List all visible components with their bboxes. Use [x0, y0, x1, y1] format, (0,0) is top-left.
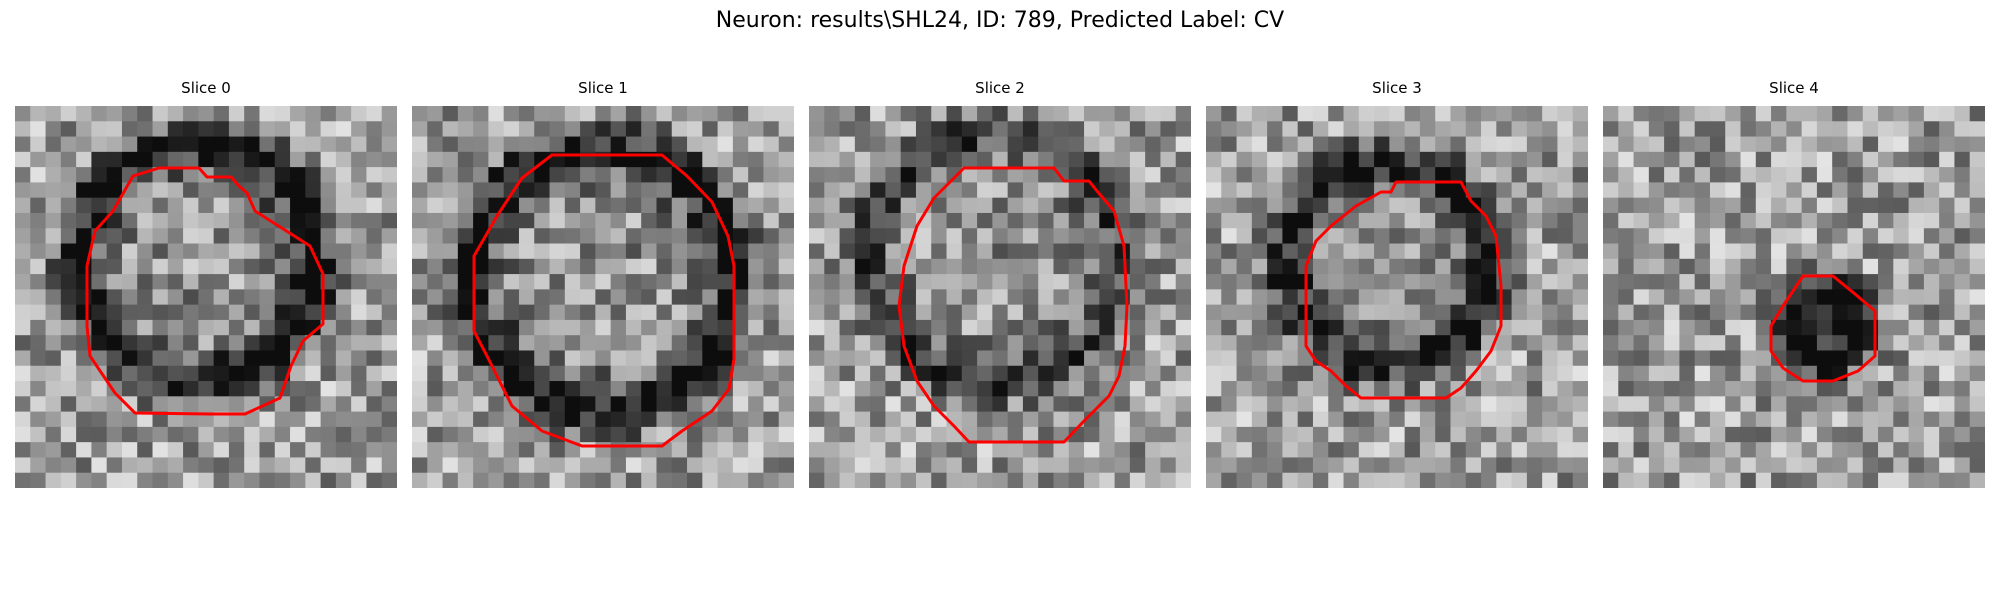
grayscale-pixels	[1603, 106, 1985, 488]
grayscale-pixels	[1206, 106, 1588, 488]
slice-title: Slice 4	[1769, 79, 1819, 97]
slice-title: Slice 3	[1372, 79, 1422, 97]
slice-image-3	[1206, 106, 1588, 488]
grayscale-pixels	[15, 106, 397, 488]
red-contour	[472, 153, 736, 448]
red-contour	[1304, 180, 1503, 400]
slice-image-4	[1603, 106, 1985, 488]
slice-title: Slice 2	[975, 79, 1025, 97]
grayscale-pixels	[809, 106, 1191, 488]
red-contour	[1769, 274, 1877, 383]
red-contour	[897, 166, 1129, 444]
slice-title: Slice 0	[181, 79, 231, 97]
figure-title: Neuron: results\SHL24, ID: 789, Predicte…	[715, 8, 1285, 33]
grayscale-pixels	[412, 106, 794, 488]
slice-image-1	[412, 106, 794, 488]
slice-image-2	[809, 106, 1191, 488]
slice-image-0	[15, 106, 397, 488]
red-contour	[85, 166, 325, 416]
slice-title: Slice 1	[578, 79, 628, 97]
